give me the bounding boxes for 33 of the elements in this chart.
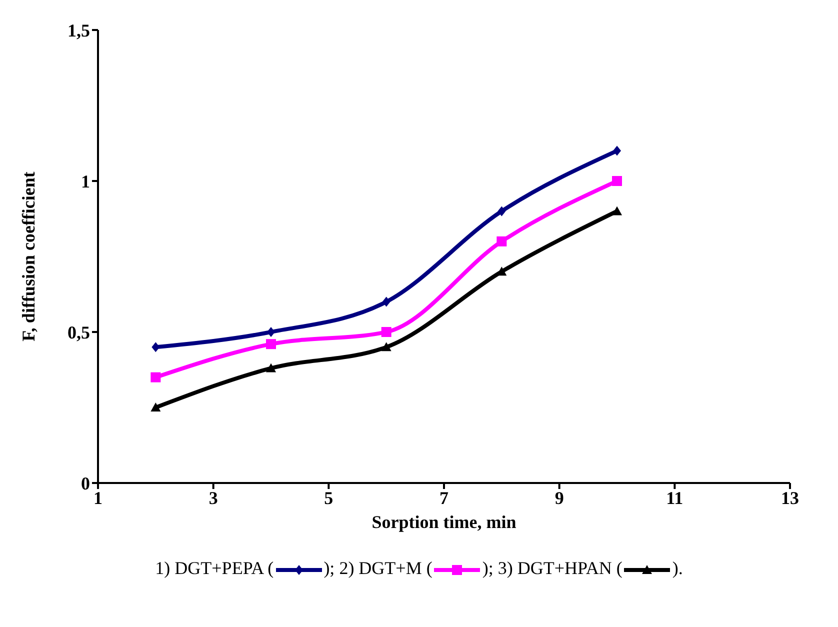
point — [612, 176, 622, 186]
point — [152, 342, 160, 352]
point — [266, 339, 276, 350]
y-tick-label: 0 — [81, 473, 90, 494]
text: ); — [482, 558, 494, 578]
y-tick-label: 1 — [81, 171, 90, 192]
point — [382, 296, 390, 307]
x-tick-label: 3 — [208, 488, 218, 508]
point — [498, 206, 506, 216]
point — [266, 363, 276, 372]
x-tick-label: 7 — [440, 488, 448, 508]
x-tick-label: 1 — [94, 488, 102, 508]
x-tick-label: 5 — [324, 488, 334, 508]
legend-label: 1) DGT+PEPA ( — [155, 558, 274, 578]
y-tick-label: 1,5 — [68, 20, 90, 40]
x-tick-label: 13 — [781, 488, 799, 508]
text: ); — [324, 558, 335, 578]
text: ). — [672, 558, 683, 578]
x-axis-title: Sorption time, min — [372, 512, 516, 532]
point — [267, 327, 275, 337]
y-tick-label: 0,5 — [68, 322, 90, 342]
x-tick-label: 11 — [666, 488, 684, 508]
legend-label: 2) DGT+M ( — [339, 558, 432, 578]
point — [150, 402, 161, 412]
point — [381, 342, 392, 352]
point — [150, 372, 161, 382]
point — [381, 327, 392, 337]
point — [613, 146, 621, 156]
y-axis-title: F, diffusion coefficient — [18, 172, 38, 342]
point — [496, 236, 507, 246]
x-tick-label: 9 — [554, 488, 564, 508]
point — [612, 206, 622, 216]
legend-label: 3) DGT+HPAN ( — [498, 558, 622, 578]
